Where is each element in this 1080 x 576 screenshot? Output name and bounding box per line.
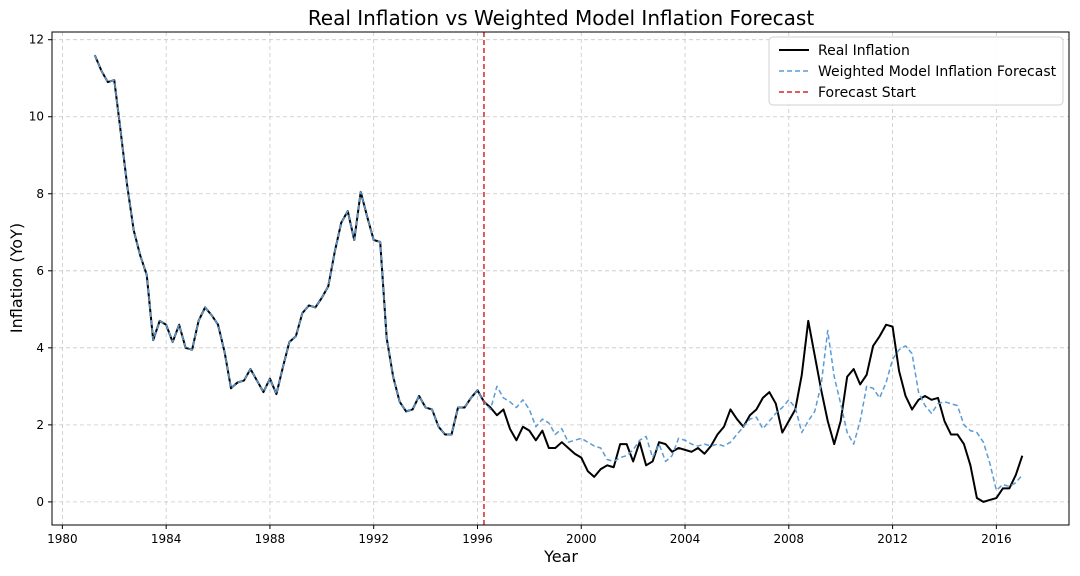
x-tick-label: 2008 (774, 532, 805, 546)
x-tick-label: 1980 (47, 532, 78, 546)
y-tick-label: 2 (36, 418, 44, 432)
legend-label-real-inflation: Real Inflation (818, 43, 910, 59)
x-tick-label: 1984 (151, 532, 182, 546)
y-tick-label: 12 (29, 33, 44, 47)
series-lines (93, 54, 1024, 503)
axis-ticks: 1980 1984 1988 1992 1996 2000 2004 2008 2012 2016… (29, 33, 1012, 546)
grid-lines (52, 32, 1069, 525)
x-tick-label: 2000 (566, 532, 597, 546)
x-tick-label: 2012 (877, 532, 908, 546)
plot-frame (51, 31, 1070, 526)
y-tick-label: 4 (36, 341, 44, 355)
legend-label-forecast-start: Forecast Start (818, 85, 916, 101)
y-tick-label: 0 (36, 495, 44, 509)
x-tick-label: 1988 (255, 532, 286, 546)
chart-title: Real Inflation vs Weighted Model Inflati… (308, 6, 815, 30)
y-tick-label: 10 (29, 110, 44, 124)
x-axis-label: Year (543, 547, 578, 566)
x-tick-label: 1996 (462, 532, 493, 546)
x-tick-label: 1992 (358, 532, 389, 546)
y-axis-label: Inflation (YoY) (7, 223, 26, 333)
y-tick-label: 6 (36, 264, 44, 278)
legend-box (768, 36, 1064, 106)
forecast-line (94, 54, 1023, 492)
legend: Real Inflation Weighted Model Inflation … (768, 36, 1064, 106)
legend-label-forecast: Weighted Model Inflation Forecast (818, 64, 1057, 80)
y-tick-label: 8 (36, 187, 44, 201)
x-tick-label: 2016 (981, 532, 1012, 546)
x-tick-label: 2004 (670, 532, 701, 546)
